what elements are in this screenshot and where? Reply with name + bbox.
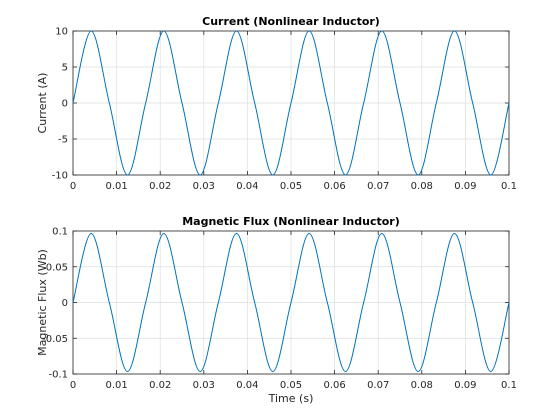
flux-x-tick-label: 0.08 xyxy=(411,380,433,391)
current-x-tick-label: 0 xyxy=(70,181,76,192)
current-x-tick-label: 0.05 xyxy=(280,181,302,192)
flux-y-tick-label: -0.1 xyxy=(48,370,68,381)
flux-x-tick-label: 0.09 xyxy=(454,380,476,391)
flux-plot: 0 0.01 0.02 0.03 0.04 0.05 0.06 0.07 0.08 0.09 0.1… xyxy=(36,215,517,405)
flux-y-tick-label: 0.05 xyxy=(46,262,68,273)
flux-y-tick-label: 0.1 xyxy=(52,227,68,238)
flux-plot-title: Magnetic Flux (Nonlinear Inductor) xyxy=(182,215,400,228)
current-y-tick-label: -10 xyxy=(52,171,68,182)
current-x-tick-label: 0.1 xyxy=(501,181,517,192)
flux-y-tick-label: 0 xyxy=(62,298,68,309)
current-y-tick-label: 5 xyxy=(62,63,68,74)
current-y-tick-label: 0 xyxy=(62,99,68,110)
current-x-tick-label: 0.08 xyxy=(411,181,433,192)
current-plot-title: Current (Nonlinear Inductor) xyxy=(202,15,380,28)
current-x-tick-label: 0.09 xyxy=(454,181,476,192)
current-y-tick-label: 10 xyxy=(55,27,68,38)
current-x-tick-label: 0.04 xyxy=(236,181,258,192)
flux-x-tick-label: 0.04 xyxy=(236,380,258,391)
current-x-tick-label: 0.07 xyxy=(367,181,389,192)
flux-x-tick-label: 0.02 xyxy=(149,380,171,391)
flux-x-axis-label: Time (s) xyxy=(268,392,314,405)
current-x-tick-label: 0.06 xyxy=(323,181,345,192)
current-y-tick-label: -5 xyxy=(58,135,68,146)
flux-x-tick-label: 0.05 xyxy=(280,380,302,391)
flux-x-tick-label: 0.03 xyxy=(193,380,215,391)
flux-y-tick-label: -0.05 xyxy=(42,334,68,345)
flux-trace xyxy=(72,232,510,373)
flux-x-tick-label: 0.1 xyxy=(501,380,517,391)
flux-x-tick-label: 0.06 xyxy=(323,380,345,391)
flux-x-tick-label: 0.01 xyxy=(105,380,127,391)
current-x-tick-label: 0.03 xyxy=(193,181,215,192)
current-y-axis-label: Current (A) xyxy=(36,73,49,134)
current-x-tick-label: 0.02 xyxy=(149,181,171,192)
current-trace xyxy=(72,30,510,176)
current-x-tick-label: 0.01 xyxy=(105,181,127,192)
current-plot: 0 0.01 0.02 0.03 0.04 0.05 0.06 0.07 0.08 0.09 0.1… xyxy=(36,15,517,192)
flux-y-axis-label: Magnetic Flux (Wb) xyxy=(36,249,49,356)
flux-x-tick-label: 0 xyxy=(70,380,76,391)
flux-x-tick-label: 0.07 xyxy=(367,380,389,391)
